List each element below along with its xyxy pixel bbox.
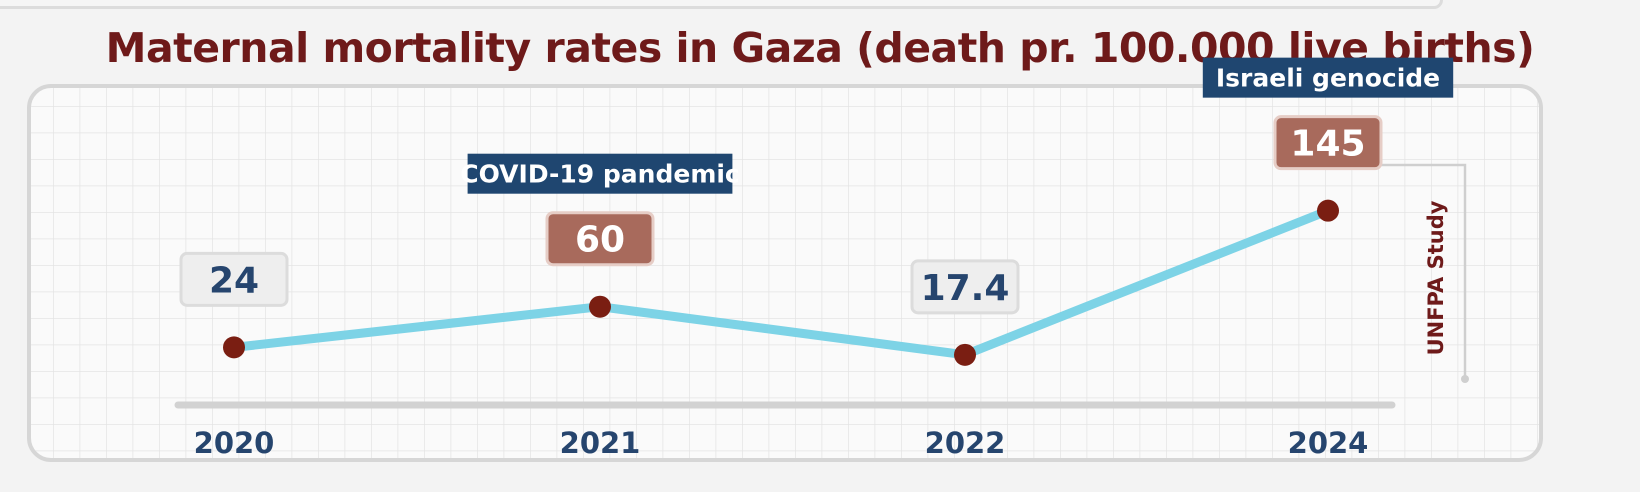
data-label-box-2021	[545, 211, 655, 267]
data-point-2022	[954, 343, 976, 366]
data-point-2024	[1317, 199, 1339, 222]
data-label-2021: 60	[575, 220, 625, 261]
grid-background	[31, 88, 1539, 458]
x-tick-label-2022: 2022	[925, 426, 1006, 460]
source-bracket-end	[1461, 375, 1469, 383]
annotation-2021: COVID-19 pandemic	[460, 160, 740, 189]
data-point-2021	[589, 295, 611, 318]
x-tick-label-2021: 2021	[560, 426, 641, 460]
source-bracket-line	[1378, 163, 1467, 379]
annotation-2024: Israeli genocide	[1216, 64, 1440, 93]
data-label-box-2020	[179, 251, 289, 307]
series-line	[229, 206, 1333, 360]
data-label-2024: 145	[1290, 124, 1365, 165]
annotation-banner-2021	[467, 153, 733, 194]
source-note: UNFPA Study	[1424, 200, 1448, 355]
data-label-2022: 17.4	[921, 268, 1010, 309]
chart-marks: 24 60 17.4 145 2020 2021 2022 2024 COVID-19 pand…	[179, 57, 1454, 460]
data-point-2020	[223, 336, 245, 359]
top-divider	[0, 0, 1443, 9]
data-label-2020: 24	[209, 260, 259, 301]
annotation-banner-2024	[1202, 57, 1454, 98]
data-label-box-2022	[910, 259, 1020, 315]
data-label-box-2024	[1273, 115, 1383, 171]
x-tick-label-2020: 2020	[194, 426, 275, 460]
x-tick-label-2024: 2024	[1288, 426, 1369, 460]
